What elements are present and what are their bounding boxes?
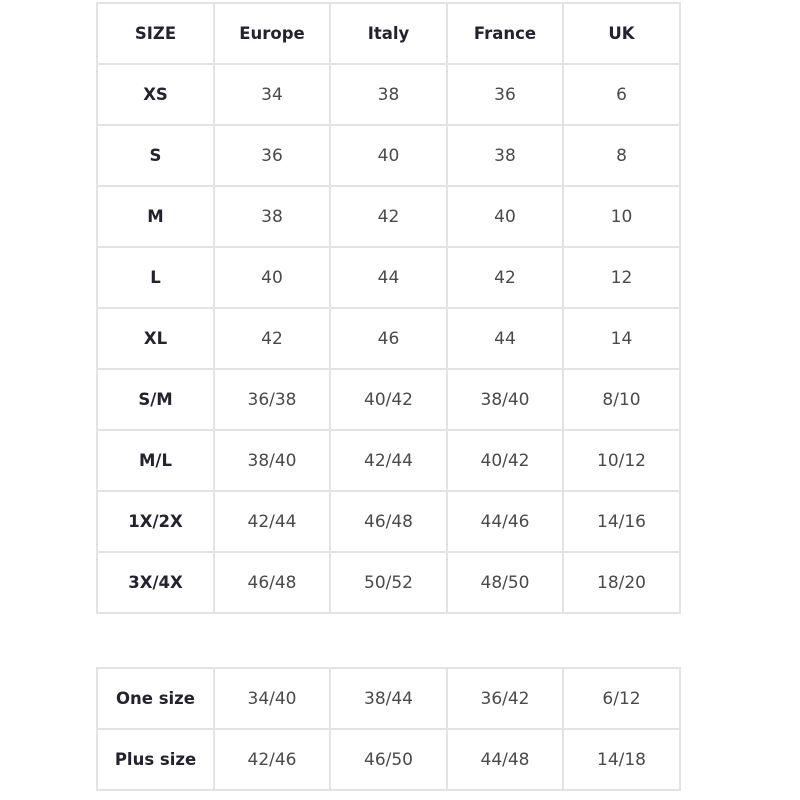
table-row: M 38 42 40 10 — [96, 185, 681, 248]
size-value-cell: 36/42 — [446, 667, 564, 730]
table-row: Plus size 42/46 46/50 44/48 14/18 — [96, 728, 681, 791]
size-value-cell: 44 — [446, 307, 564, 370]
size-value-cell: 38 — [213, 185, 331, 248]
table-row: XL 42 46 44 14 — [96, 307, 681, 370]
size-value-cell: 42/44 — [213, 490, 331, 553]
size-label-cell: 1X/2X — [96, 490, 215, 553]
header-row: SIZE Europe Italy France UK — [96, 2, 681, 65]
size-value-cell: 14 — [562, 307, 681, 370]
size-value-cell: 8/10 — [562, 368, 681, 431]
size-value-cell: 14/18 — [562, 728, 681, 791]
table-row: S 36 40 38 8 — [96, 124, 681, 187]
size-value-cell: 8 — [562, 124, 681, 187]
size-value-cell: 44/48 — [446, 728, 564, 791]
size-label-cell: XS — [96, 63, 215, 126]
size-value-cell: 6 — [562, 63, 681, 126]
size-label-cell: One size — [96, 667, 215, 730]
size-value-cell: 46/50 — [329, 728, 448, 791]
table-row: XS 34 38 36 6 — [96, 63, 681, 126]
size-value-cell: 40 — [446, 185, 564, 248]
size-value-cell: 36 — [213, 124, 331, 187]
size-value-cell: 46/48 — [329, 490, 448, 553]
column-header: Europe — [213, 2, 331, 65]
size-value-cell: 38 — [329, 63, 448, 126]
size-value-cell: 38/44 — [329, 667, 448, 730]
size-value-cell: 44/46 — [446, 490, 564, 553]
size-value-cell: 36/38 — [213, 368, 331, 431]
size-value-cell: 36 — [446, 63, 564, 126]
size-value-cell: 42 — [446, 246, 564, 309]
size-label-cell: XL — [96, 307, 215, 370]
size-value-cell: 10/12 — [562, 429, 681, 492]
size-value-cell: 18/20 — [562, 551, 681, 614]
size-value-cell: 6/12 — [562, 667, 681, 730]
size-value-cell: 44 — [329, 246, 448, 309]
special-size-table: One size 34/40 38/44 36/42 6/12 Plus size 42/4… — [96, 667, 681, 791]
size-value-cell: 48/50 — [446, 551, 564, 614]
size-value-cell: 34 — [213, 63, 331, 126]
size-label-cell: S — [96, 124, 215, 187]
table-row: S/M 36/38 40/42 38/40 8/10 — [96, 368, 681, 431]
size-value-cell: 14/16 — [562, 490, 681, 553]
size-label-cell: M — [96, 185, 215, 248]
column-header: UK — [562, 2, 681, 65]
size-value-cell: 12 — [562, 246, 681, 309]
table-row: L 40 44 42 12 — [96, 246, 681, 309]
table-row: 1X/2X 42/44 46/48 44/46 14/16 — [96, 490, 681, 553]
size-value-cell: 40/42 — [446, 429, 564, 492]
size-value-cell: 42/44 — [329, 429, 448, 492]
size-value-cell: 40/42 — [329, 368, 448, 431]
table-row: M/L 38/40 42/44 40/42 10/12 — [96, 429, 681, 492]
size-label-cell: 3X/4X — [96, 551, 215, 614]
table-row: One size 34/40 38/44 36/42 6/12 — [96, 667, 681, 730]
size-value-cell: 10 — [562, 185, 681, 248]
column-header: Italy — [329, 2, 448, 65]
size-value-cell: 42 — [213, 307, 331, 370]
size-value-cell: 40 — [213, 246, 331, 309]
size-value-cell: 34/40 — [213, 667, 331, 730]
size-value-cell: 50/52 — [329, 551, 448, 614]
table-row: 3X/4X 46/48 50/52 48/50 18/20 — [96, 551, 681, 614]
size-value-cell: 38 — [446, 124, 564, 187]
size-value-cell: 42/46 — [213, 728, 331, 791]
size-chart-table: SIZE Europe Italy France UK XS 34 38 36 6 S 36 40 38 8… — [96, 2, 681, 614]
size-label-cell: Plus size — [96, 728, 215, 791]
size-value-cell: 38/40 — [446, 368, 564, 431]
size-value-cell: 38/40 — [213, 429, 331, 492]
size-value-cell: 40 — [329, 124, 448, 187]
size-value-cell: 46/48 — [213, 551, 331, 614]
size-label-cell: S/M — [96, 368, 215, 431]
size-label-cell: M/L — [96, 429, 215, 492]
size-value-cell: 46 — [329, 307, 448, 370]
column-header: France — [446, 2, 564, 65]
size-value-cell: 42 — [329, 185, 448, 248]
column-header: SIZE — [96, 2, 215, 65]
size-label-cell: L — [96, 246, 215, 309]
